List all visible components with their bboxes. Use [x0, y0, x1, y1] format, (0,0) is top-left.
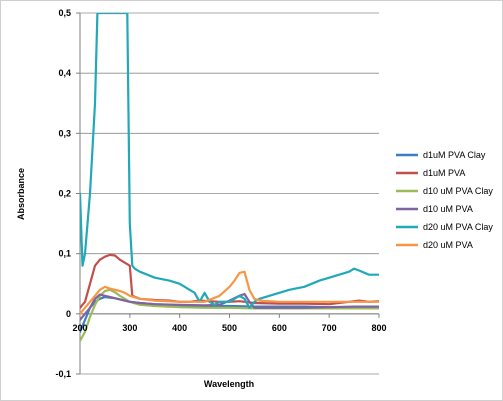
x-tick-label: 700: [322, 323, 337, 333]
legend-label: d20 uM PVA: [423, 240, 473, 250]
series-line: [80, 292, 379, 321]
x-tick-label: 300: [122, 323, 137, 333]
y-tick-label: 0,2: [58, 189, 71, 199]
grid-lines: [80, 12, 379, 375]
legend-label: d20 uM PVA Clay: [423, 222, 493, 232]
legend-label: d1uM PVA: [423, 168, 465, 178]
tick-labels: -0,1 0 0,1 0,2 0,3 0,4 0,5 200 300 400 500 600 700 80…: [55, 8, 386, 379]
legend: d1uM PVA Clay d1uM PVA d10 uM PVA Clay d10 …: [396, 150, 493, 250]
x-tick-label: 500: [222, 323, 237, 333]
x-tick-label: 400: [172, 323, 187, 333]
y-axis-title: Absorbance: [16, 168, 26, 220]
x-tick-label: 200: [72, 323, 87, 333]
y-tick-label: -0,1: [55, 369, 71, 379]
series-line: [80, 270, 379, 315]
legend-label: d1uM PVA Clay: [423, 150, 486, 160]
x-axis-title: Wavelength: [204, 379, 254, 389]
x-tick-label: 800: [371, 323, 386, 333]
series-lines: [80, 13, 379, 342]
y-tick-label: 0,3: [58, 128, 71, 138]
y-tick-label: 0,1: [58, 249, 71, 259]
y-tick-label: 0: [66, 309, 71, 319]
x-tick-label: 600: [272, 323, 287, 333]
legend-label: d10 uM PVA Clay: [423, 186, 493, 196]
y-tick-label: 0,4: [58, 68, 71, 78]
legend-label: d10 uM PVA: [423, 204, 473, 214]
y-tick-label: 0,5: [58, 8, 71, 18]
